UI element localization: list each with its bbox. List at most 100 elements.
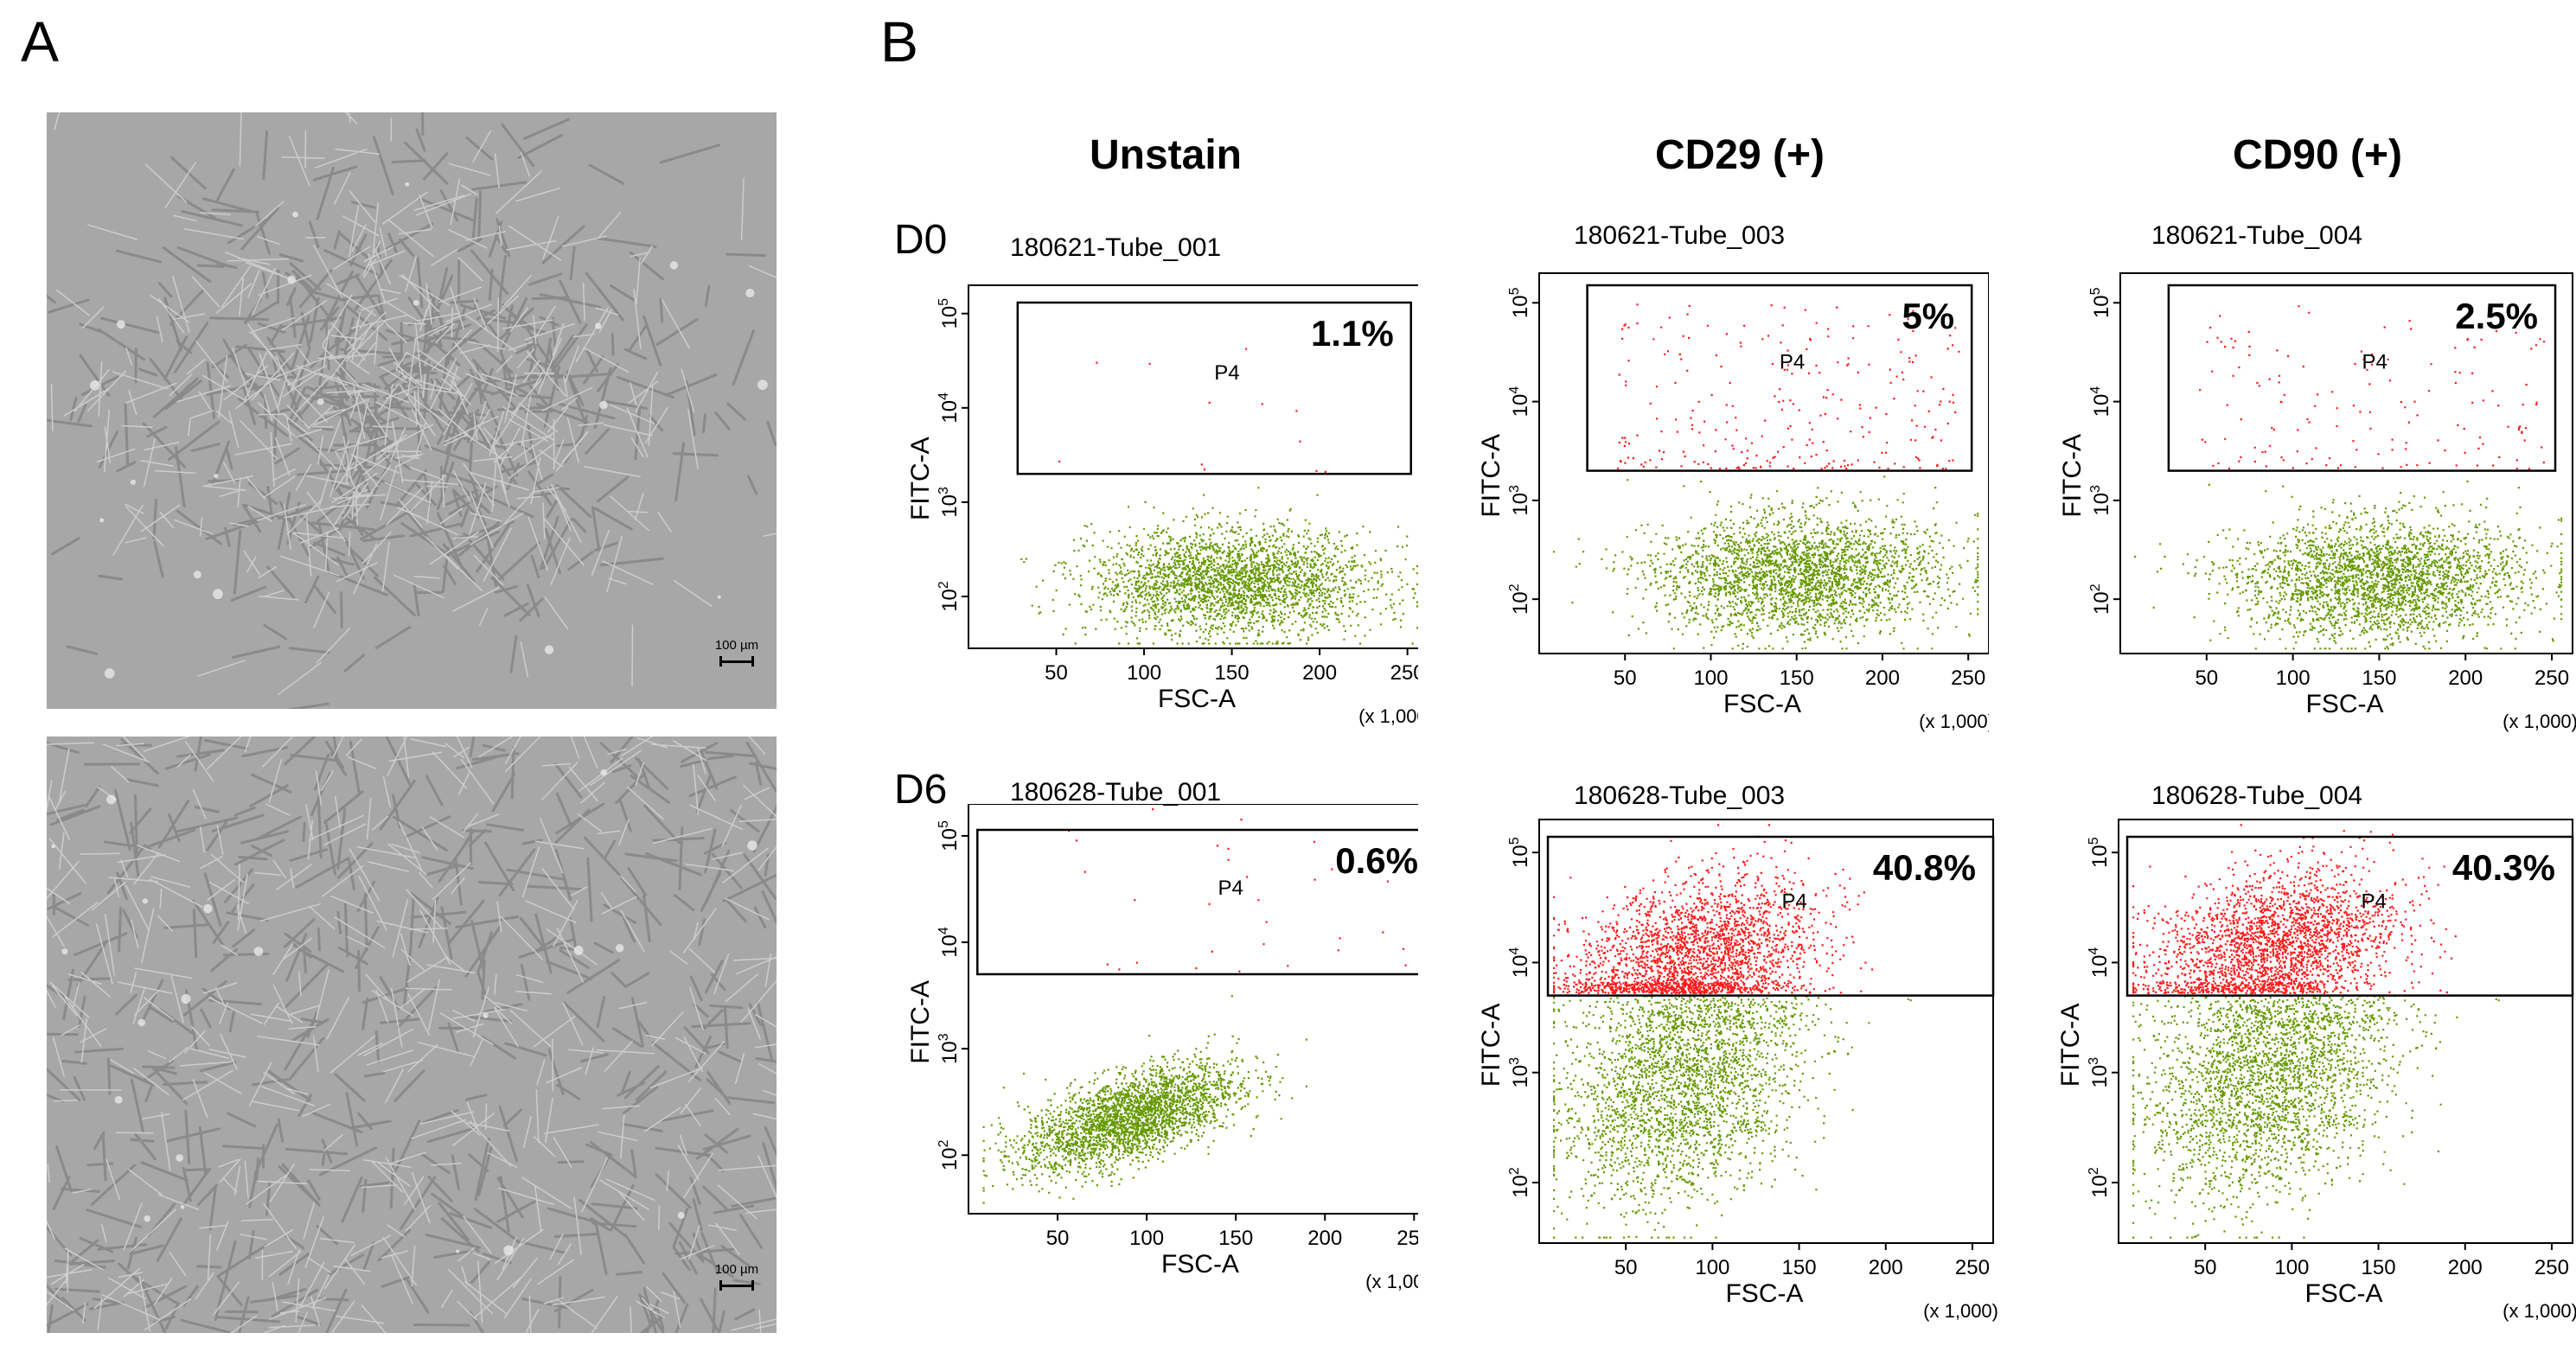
panel-a-label: A: [21, 10, 60, 73]
column-header-cd90: CD90 (+): [2232, 132, 2403, 178]
x-tick-label: 50: [1614, 666, 1637, 690]
gate-name: P4: [1780, 351, 1805, 374]
y-axis-label: FITC-A: [2058, 434, 2087, 518]
x-tick-label: 200: [1302, 661, 1337, 685]
x-tick-label: 250: [1390, 661, 1418, 685]
x-tick-label: 200: [1869, 1256, 1903, 1279]
y-tick-label: 104: [1507, 386, 1532, 418]
scale-bar-line: [719, 1280, 754, 1291]
y-tick-label: 103: [1507, 485, 1532, 516]
gate-percent: 5%: [1902, 296, 1954, 336]
x-tick-label: 50: [1045, 661, 1068, 685]
x-tick-label: 100: [1127, 661, 1161, 685]
flow-plot-d6-cd90: 40.3% P4 50 100 150 200 250 FSC-A (x 1,000) 102 10…: [2056, 819, 2576, 1322]
x-tick-label: 150: [1780, 666, 1814, 690]
gate-percent: 40.3%: [2452, 847, 2555, 888]
scale-bar-line: [719, 656, 754, 666]
y-tick-label: 103: [1507, 1057, 1532, 1088]
y-tick-label: 103: [936, 487, 962, 518]
tube-label: 180621-Tube_004: [2151, 221, 2363, 250]
y-axis-label: FITC-A: [1477, 1004, 1505, 1087]
y-tick-label: 105: [936, 298, 962, 329]
y-tick-label: 105: [2087, 837, 2112, 868]
row-label-d6: D6: [894, 767, 948, 813]
x-tick-label: 100: [1129, 1227, 1164, 1250]
x-tick-label: 150: [1218, 1227, 1253, 1250]
x-tick-label: 200: [1865, 666, 1900, 690]
y-tick-label: 105: [1507, 837, 1532, 868]
y-tick-label: 103: [2088, 485, 2113, 516]
y-tick-label: 102: [2087, 1167, 2112, 1198]
panel-b-label: B: [880, 10, 919, 73]
y-axis-label: FITC-A: [1477, 434, 1505, 518]
y-tick-label: 102: [936, 581, 962, 612]
y-axis-label: FITC-A: [906, 437, 935, 520]
gate-percent: 0.6%: [1335, 840, 1418, 881]
y-tick-label: 104: [936, 927, 962, 958]
gate-percent: 40.8%: [1873, 847, 1976, 888]
y-tick-label: 102: [1507, 584, 1532, 615]
y-tick-label: 104: [2088, 386, 2113, 418]
x-axis-multiplier: (x 1,000): [2502, 1300, 2576, 1322]
gate-name: P4: [1782, 890, 1807, 914]
y-tick-label: 103: [936, 1033, 962, 1064]
x-tick-label: 50: [1614, 1256, 1638, 1279]
x-tick-label: 150: [1782, 1256, 1817, 1279]
flow-plot-d6-unstain: 0.6% P4 50 100 150 200 250 FSC-A (x 1,000) 102 103…: [906, 804, 1418, 1292]
tube-label: 180621-Tube_003: [1574, 221, 1786, 250]
tube-label: 180628-Tube_004: [2151, 781, 2363, 810]
x-tick-label: 150: [2362, 666, 2396, 690]
y-tick-label: 102: [936, 1139, 962, 1170]
x-axis-label: FSC-A: [1725, 1279, 1803, 1308]
x-tick-label: 200: [2448, 1256, 2483, 1279]
y-tick-label: 105: [2088, 287, 2113, 318]
x-axis-label: FSC-A: [2306, 690, 2384, 718]
x-tick-label: 150: [1215, 661, 1250, 685]
tube-label: 180628-Tube_001: [1010, 778, 1222, 807]
x-axis-label: FSC-A: [1158, 685, 1236, 713]
x-axis-multiplier: (x 1,000): [1365, 1271, 1418, 1292]
y-tick-label: 103: [2087, 1057, 2112, 1088]
x-tick-label: 100: [1693, 666, 1728, 690]
x-tick-label: 50: [1046, 1227, 1070, 1250]
y-tick-label: 104: [936, 392, 962, 424]
x-axis-label: FSC-A: [1723, 690, 1801, 718]
x-axis-label: FSC-A: [2304, 1279, 2382, 1308]
tube-label: 180628-Tube_003: [1574, 781, 1786, 810]
gate-name: P4: [2362, 890, 2387, 914]
y-tick-label: 105: [936, 820, 962, 851]
x-tick-label: 200: [2448, 666, 2483, 690]
x-tick-label: 250: [1397, 1227, 1418, 1250]
column-header-unstain: Unstain: [1089, 132, 1242, 178]
x-tick-label: 150: [2362, 1256, 2396, 1279]
gate-name: P4: [2362, 351, 2387, 374]
y-tick-label: 104: [2087, 947, 2112, 979]
row-label-d0: D0: [894, 217, 948, 263]
flow-plot-d0-cd29: 5% P4 50 100 150 200 250 FSC-A (x 1,000) 102 103 10…: [1477, 272, 1989, 732]
y-axis-label: FITC-A: [906, 980, 935, 1064]
x-tick-label: 200: [1307, 1227, 1342, 1250]
gate-percent: 2.5%: [2455, 296, 2538, 336]
scale-bar: 100 µm: [702, 638, 771, 666]
flow-plot-d0-unstain: 1.1% P4 50 100 150 200 250 FSC-A (x 1,000) 102 103…: [906, 284, 1418, 727]
x-axis-multiplier: (x 1,000): [1923, 1300, 1998, 1322]
gate-percent: 1.1%: [1311, 313, 1394, 354]
x-tick-label: 100: [1695, 1256, 1729, 1279]
x-tick-label: 100: [2274, 1256, 2309, 1279]
flow-plot-d6-cd29: 40.8% P4 50 100 150 200 250 FSC-A (x 1,000) 102 10…: [1477, 819, 1998, 1322]
micrograph-d0: 100 µm: [47, 112, 777, 709]
x-tick-label: 250: [2534, 1256, 2569, 1279]
y-tick-label: 102: [2088, 584, 2113, 615]
x-tick-label: 50: [2195, 666, 2218, 690]
gate-name: P4: [1218, 877, 1243, 900]
tube-label: 180621-Tube_001: [1010, 233, 1222, 262]
x-axis-multiplier: (x 1,000): [1919, 711, 1989, 732]
x-tick-label: 250: [1951, 666, 1985, 690]
x-axis-multiplier: (x 1,000): [2502, 711, 2576, 732]
x-axis-label: FSC-A: [1161, 1250, 1239, 1279]
flow-plot-d0-cd90: 2.5% P4 50 100 150 200 250 FSC-A (x 1,000) 102 103…: [2058, 272, 2576, 732]
x-axis-multiplier: (x 1,000): [1358, 705, 1418, 727]
micrograph-d6: 100 µm: [47, 737, 777, 1333]
x-tick-label: 250: [1955, 1256, 1990, 1279]
x-tick-label: 50: [2194, 1256, 2217, 1279]
